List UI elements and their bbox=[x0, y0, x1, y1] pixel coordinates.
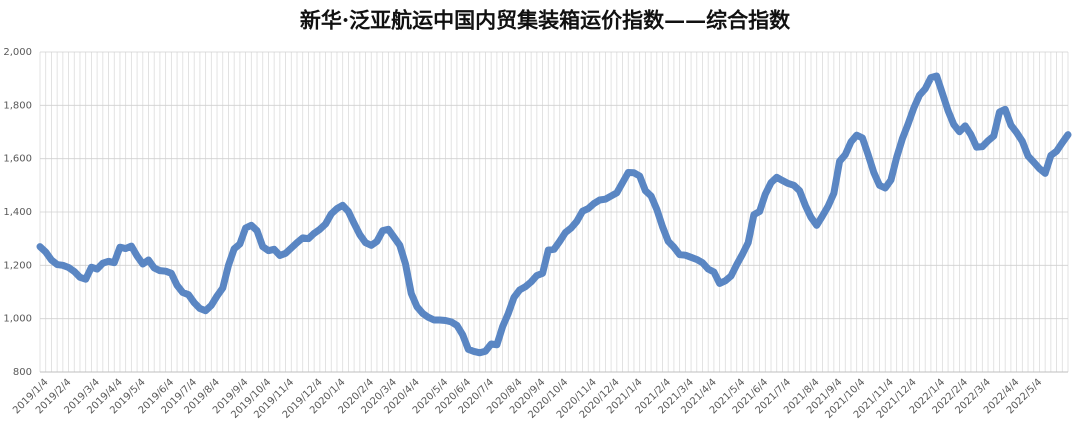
y-tick-label: 1,000 bbox=[3, 314, 32, 325]
y-tick-label: 1,200 bbox=[3, 260, 32, 271]
y-tick-label: 800 bbox=[13, 367, 32, 378]
chart-title: 新华·泛亚航运中国内贸集装箱运价指数——综合指数 bbox=[300, 8, 791, 33]
y-tick-label: 1,400 bbox=[3, 207, 32, 218]
line-series bbox=[36, 72, 1072, 357]
y-tick-label: 1,800 bbox=[3, 100, 32, 111]
y-tick-label: 1,600 bbox=[3, 154, 32, 165]
y-tick-label: 2,000 bbox=[3, 47, 32, 58]
